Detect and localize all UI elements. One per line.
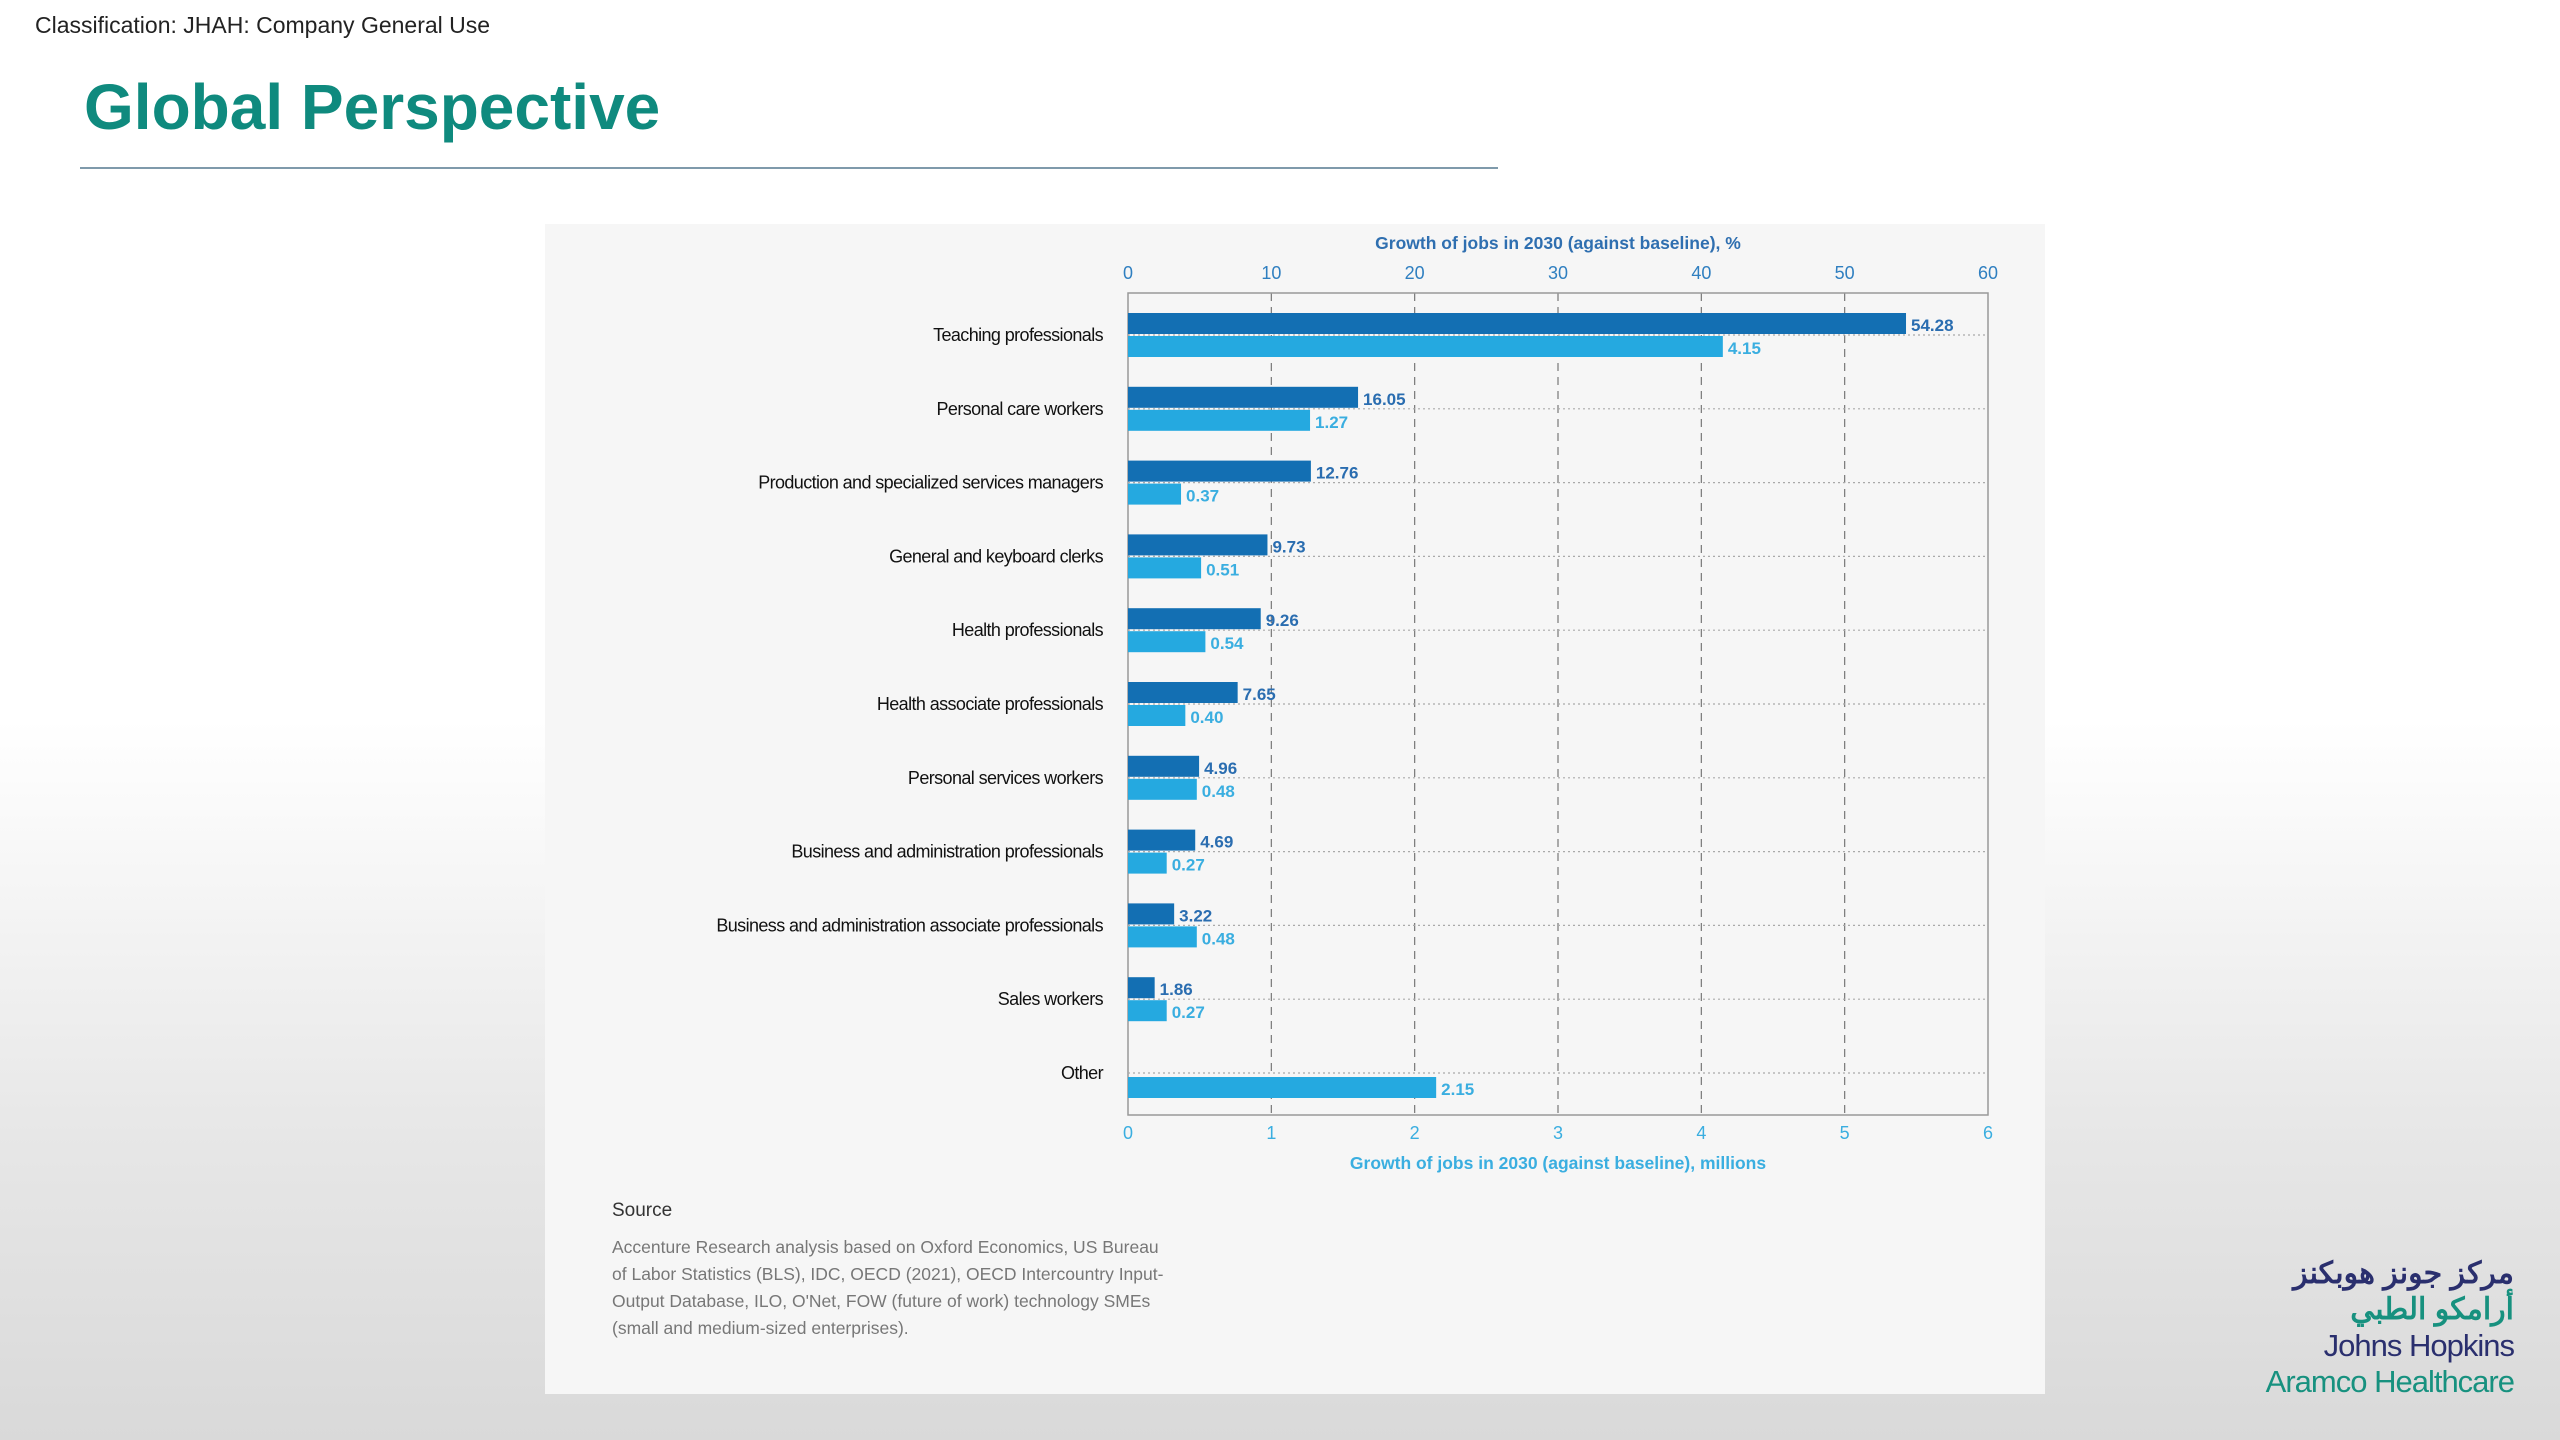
top-tick-label: 10 xyxy=(1261,263,1281,283)
data-label-percent: 12.76 xyxy=(1316,464,1359,483)
category-label: Health associate professionals xyxy=(877,694,1104,714)
data-label-percent: 16.05 xyxy=(1363,390,1406,409)
bar-millions xyxy=(1128,1077,1437,1098)
bar-percent xyxy=(1128,608,1261,630)
jhah-logo: مركز جونز هوبكنز أرامكو الطبي Johns Hopk… xyxy=(2265,1256,2515,1400)
page-title: Global Perspective xyxy=(84,71,661,143)
top-tick-label: 60 xyxy=(1978,263,1998,283)
data-label-percent: 4.96 xyxy=(1204,759,1237,778)
data-label-millions: 2.15 xyxy=(1441,1080,1474,1099)
bottom-tick-label: 5 xyxy=(1840,1123,1850,1143)
bar-percent xyxy=(1128,460,1311,482)
bar-millions xyxy=(1128,409,1311,431)
bottom-tick-label: 0 xyxy=(1123,1123,1133,1143)
logo-arabic-line1: مركز جونز هوبكنز xyxy=(2293,1257,2514,1290)
bottom-tick-label: 1 xyxy=(1266,1123,1276,1143)
bar-millions xyxy=(1128,778,1197,800)
data-label-percent: 7.65 xyxy=(1243,685,1276,704)
chart-panel: 0 10 20 30 40 50 60 0 1 2 3 4 5 6 Growth of jobs in 20… xyxy=(545,224,2045,1394)
top-tick-label: 40 xyxy=(1691,263,1711,283)
bar-percent xyxy=(1128,682,1238,703)
category-label: Production and specialized services mana… xyxy=(758,473,1103,493)
bar-percent xyxy=(1128,903,1175,925)
bar-millions xyxy=(1128,631,1206,653)
top-axis-title: Growth of jobs in 2030 (against baseline… xyxy=(1375,233,1741,253)
source-heading: Source xyxy=(612,1200,673,1221)
data-label-percent: 9.73 xyxy=(1272,537,1305,556)
category-label: Business and administration professional… xyxy=(791,842,1103,862)
bottom-tick-label: 6 xyxy=(1983,1123,1993,1143)
classification-label: Classification: JHAH: Company General Us… xyxy=(35,12,491,38)
data-label-millions: 1.27 xyxy=(1315,413,1348,432)
category-label: General and keyboard clerks xyxy=(889,546,1104,566)
data-label-percent: 4.69 xyxy=(1200,833,1233,852)
logo-arabic-line2: أرامكو الطبي xyxy=(2350,1293,2514,1326)
category-label: Teaching professionals xyxy=(933,325,1104,345)
data-label-millions: 0.51 xyxy=(1206,560,1239,579)
data-label-millions: 0.37 xyxy=(1186,487,1219,506)
data-label-millions: 0.48 xyxy=(1202,782,1235,801)
category-label: Sales workers xyxy=(998,989,1104,1009)
bottom-tick-label: 3 xyxy=(1553,1123,1563,1143)
bottom-tick-label: 4 xyxy=(1696,1123,1706,1143)
data-label-millions: 0.54 xyxy=(1210,634,1244,653)
bar-percent xyxy=(1128,534,1268,556)
bottom-axis-title: Growth of jobs in 2030 (against baseline… xyxy=(1350,1153,1766,1173)
bar-percent xyxy=(1128,829,1196,851)
logo-english-line1: Johns Hopkins xyxy=(2323,1328,2515,1363)
bar-percent xyxy=(1128,755,1200,777)
data-label-percent: 9.26 xyxy=(1266,611,1299,630)
data-label-percent: 1.86 xyxy=(1160,980,1193,999)
data-label-millions: 0.27 xyxy=(1172,1003,1205,1022)
bar-millions xyxy=(1128,852,1167,874)
bar-millions xyxy=(1128,483,1182,505)
bar-percent xyxy=(1128,313,1907,334)
bar-chart: 0 10 20 30 40 50 60 0 1 2 3 4 5 6 Growth of jobs in 20… xyxy=(716,233,1998,1173)
bar-millions xyxy=(1128,336,1723,357)
bar-millions xyxy=(1128,705,1186,726)
category-label: Personal services workers xyxy=(908,768,1104,788)
data-label-millions: 0.40 xyxy=(1190,708,1223,727)
bar-percent xyxy=(1128,386,1359,408)
source-text: Accenture Research analysis based on Oxf… xyxy=(612,1237,1164,1338)
category-label: Health professionals xyxy=(952,620,1104,640)
data-label-percent: 54.28 xyxy=(1911,316,1954,335)
top-tick-label: 50 xyxy=(1835,263,1855,283)
category-label: Personal care workers xyxy=(937,399,1104,419)
top-tick-label: 20 xyxy=(1405,263,1425,283)
bar-millions xyxy=(1128,1000,1167,1022)
category-label: Other xyxy=(1061,1063,1104,1083)
bottom-tick-label: 2 xyxy=(1410,1123,1420,1143)
logo-english-line2: Aramco Healthcare xyxy=(2265,1364,2515,1399)
top-tick-label: 30 xyxy=(1548,263,1568,283)
top-tick-label: 0 xyxy=(1123,263,1133,283)
bar-millions xyxy=(1128,557,1202,579)
category-label: Business and administration associate pr… xyxy=(716,915,1103,935)
bar-millions xyxy=(1128,926,1197,948)
data-label-millions: 0.27 xyxy=(1172,856,1205,875)
bar-percent xyxy=(1128,977,1155,999)
data-label-millions: 0.48 xyxy=(1202,929,1235,948)
data-label-millions: 4.15 xyxy=(1728,339,1761,358)
title-divider xyxy=(80,167,1498,169)
data-label-percent: 3.22 xyxy=(1179,906,1212,925)
